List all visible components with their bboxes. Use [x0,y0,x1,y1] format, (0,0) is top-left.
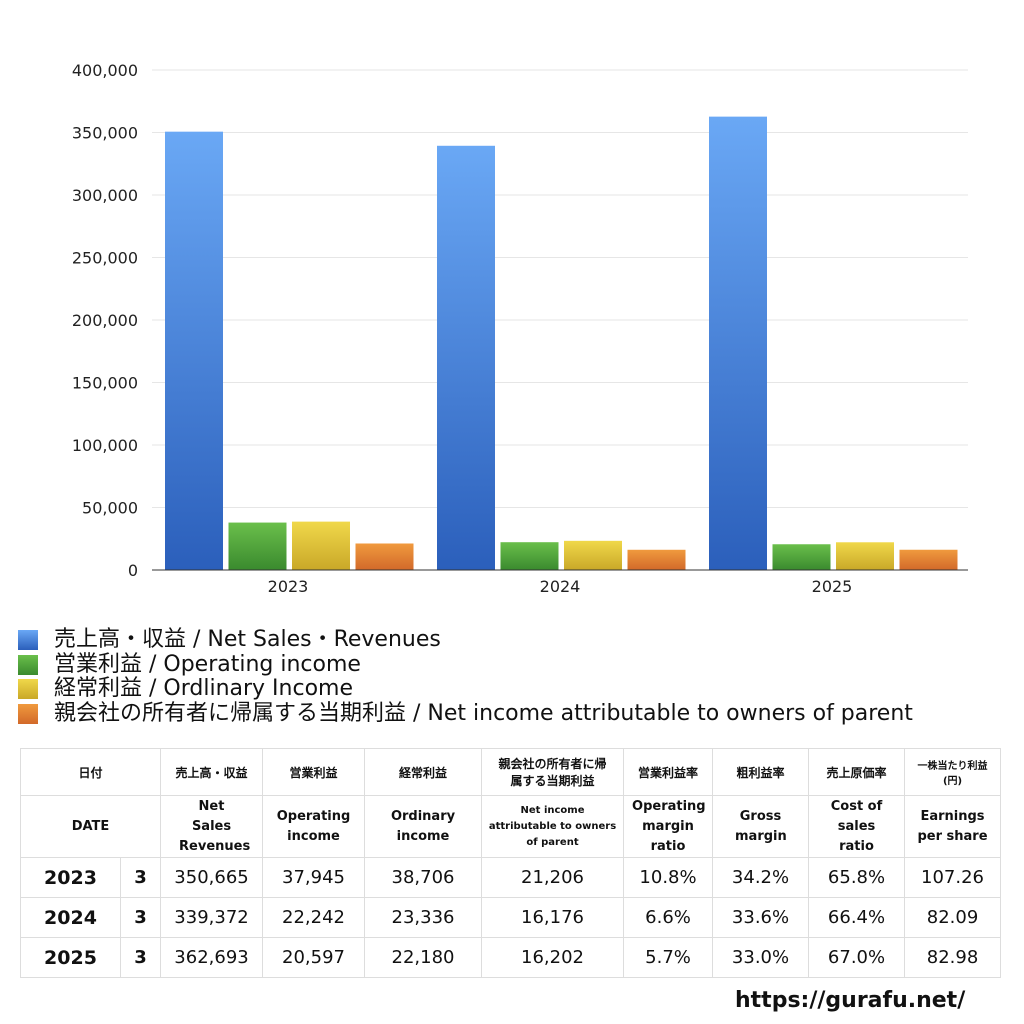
legend-label: 売上高・収益 / Net Sales・Revenues [54,627,441,652]
table-cell: 362,693 [160,937,264,978]
table-cell: 37,945 [262,857,366,898]
legend-item: 親会社の所有者に帰属する当期利益 / Net income attributab… [18,700,913,727]
header-cell: Operating income [262,795,366,858]
table-row: 2025 3 362,693 20,597 22,180 16,202 5.7% 33.0% 6… [20,937,1002,978]
table-cell: 3 [119,937,162,978]
table-cell: 33.0% [712,937,810,978]
header-cell: 親会社の所有者に帰属する当期利益 [481,748,625,796]
legend: 売上高・収益 / Net Sales・Revenues 営業利益 / Opera… [18,627,913,727]
legend-swatch [18,679,38,700]
header-row-jp: 日付 売上高・収益 営業利益 経常利益 親会社の所有者に帰属する当期利益 営業利… [19,748,1002,796]
y-tick-label: 400,000 [72,61,138,80]
table-cell: 22,242 [262,897,366,938]
bar [500,542,559,570]
header-cell: 営業利益率 [623,748,714,796]
legend-swatch [18,630,38,651]
table-cell: 6.6% [623,897,714,938]
table-cell: 33.6% [712,897,810,938]
table-cell: 66.4% [808,897,906,938]
table-cell: 2025 [20,937,121,978]
header-cell: 日付 [19,748,162,796]
header-cell: Gross margin [712,795,810,858]
bar [899,549,958,570]
table-cell: 38,706 [364,857,483,898]
header-cell: 営業利益 [262,748,366,796]
y-tick-label: 200,000 [72,311,138,330]
table-cell: 16,202 [481,937,625,978]
legend-item: 売上高・収益 / Net Sales・Revenues [18,627,913,653]
y-tick-label: 0 [128,561,138,580]
table-cell: 2023 [20,857,121,898]
header-cell: 粗利益率 [712,748,810,796]
header-cell: DATE [19,795,162,858]
header-cell: Net Sales Revenues [160,795,264,858]
bar [564,540,622,570]
bar [355,543,414,570]
legend-swatch [18,703,38,724]
table-cell: 65.8% [808,857,906,898]
header-cell: 一株当たり利益(円) [904,748,1002,796]
y-tick-label: 350,000 [72,124,138,143]
table-cell: 82.09 [904,897,1002,938]
bar [292,521,350,570]
header-cell: Cost of sales ratio [808,795,906,858]
legend-item: 営業利益 / Operating income [18,651,913,678]
legend-label: 経常利益 / Ordlinary Income [54,676,353,701]
header-cell: Net income attributable to owners of par… [481,795,625,858]
x-tick-label: 2024 [540,577,581,596]
table-cell: 107.26 [904,857,1002,898]
x-tick-label: 2023 [268,577,309,596]
table-cell: 22,180 [364,937,483,978]
bar [627,549,686,570]
legend-item: 経常利益 / Ordlinary Income [18,676,913,702]
y-tick-label: 250,000 [72,249,138,268]
table-cell: 5.7% [623,937,714,978]
table-cell: 3 [119,897,162,938]
bar [772,544,831,570]
table-cell: 67.0% [808,937,906,978]
bar [228,522,287,570]
table-row: 2024 3 339,372 22,242 23,336 16,176 6.6% 33.6% 6… [20,897,1002,938]
table-cell: 20,597 [262,937,366,978]
header-cell: Earnings per share [904,795,1002,858]
table-cell: 339,372 [160,897,264,938]
table-cell: 34.2% [712,857,810,898]
header-cell: Operating margin ratio [623,795,714,858]
table-cell: 2024 [20,897,121,938]
table-cell: 82.98 [904,937,1002,978]
financial-table: 日付 売上高・収益 営業利益 経常利益 親会社の所有者に帰属する当期利益 営業利… [19,748,1002,978]
legend-label: 営業利益 / Operating income [54,651,361,677]
table-cell: 21,206 [481,857,625,898]
x-tick-label: 2025 [812,577,853,596]
bar [709,116,767,570]
bar [165,131,223,570]
table-cell: 23,336 [364,897,483,938]
bar [836,542,894,570]
y-tick-label: 100,000 [72,436,138,455]
table-cell: 3 [119,857,162,898]
header-row-en: DATE Net Sales Revenues Operating income… [19,795,1002,858]
bar [437,145,495,570]
table-cell: 350,665 [160,857,264,898]
header-cell: 経常利益 [364,748,483,796]
y-tick-label: 50,000 [82,499,138,518]
legend-swatch [18,654,38,675]
bar-chart: 0 50,000 100,000 150,000 200,000 250,000 300,0… [72,61,968,596]
legend-label: 親会社の所有者に帰属する当期利益 / Net income attributab… [54,700,913,726]
y-tick-label: 300,000 [72,186,138,205]
table-cell: 10.8% [623,857,714,898]
header-cell: 売上高・収益 [160,748,264,796]
site-url[interactable]: https://gurafu.net/ [735,988,966,1013]
table-row: 2023 3 350,665 37,945 38,706 21,206 10.8% 34.2%… [20,857,1002,898]
header-cell: Ordinary income [364,795,483,858]
table-cell: 16,176 [481,897,625,938]
header-cell: 売上原価率 [808,748,906,796]
y-tick-label: 150,000 [72,374,138,393]
